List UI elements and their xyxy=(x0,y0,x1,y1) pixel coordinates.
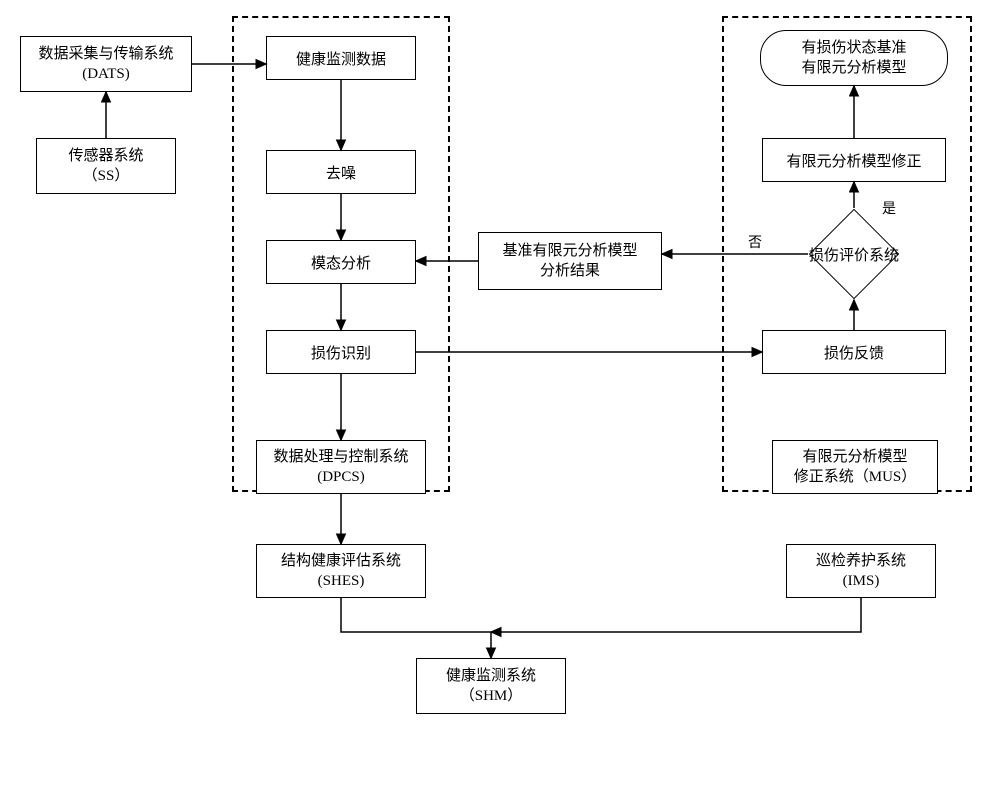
ss-line2: （SS） xyxy=(68,166,143,186)
node-baseline-model: 有损伤状态基准 有限元分析模型 xyxy=(760,30,948,86)
model-fix-text: 有限元分析模型修正 xyxy=(786,150,921,171)
dats-line2: (DATS) xyxy=(38,64,173,84)
modal-text: 模态分析 xyxy=(311,252,371,273)
health-text: 健康监测数据 xyxy=(296,48,386,69)
damage-eval-text: 损伤评价系统 xyxy=(809,244,899,265)
ims-line2: (IMS) xyxy=(816,571,906,591)
baseline-model-line2: 有限元分析模型 xyxy=(801,58,906,78)
mus-line1: 有限元分析模型 xyxy=(794,447,917,467)
damage-id-text: 损伤识别 xyxy=(311,342,371,363)
shes-line2: (SHES) xyxy=(281,571,401,591)
mus-line2: 修正系统（MUS） xyxy=(794,467,917,487)
node-ims: 巡检养护系统 (IMS) xyxy=(786,544,936,598)
ss-line1: 传感器系统 xyxy=(68,146,143,166)
node-ss: 传感器系统 （SS） xyxy=(36,138,176,194)
shes-line1: 结构健康评估系统 xyxy=(281,551,401,571)
node-mus: 有限元分析模型 修正系统（MUS） xyxy=(772,440,938,494)
baseline-result-line1: 基准有限元分析模型 xyxy=(502,241,637,261)
baseline-result-line2: 分析结果 xyxy=(502,261,637,281)
node-model-fix: 有限元分析模型修正 xyxy=(762,138,946,182)
dpcs-line1: 数据处理与控制系统 xyxy=(273,447,408,467)
ims-line1: 巡检养护系统 xyxy=(816,551,906,571)
denoise-text: 去噪 xyxy=(326,162,356,183)
node-dats: 数据采集与传输系统 (DATS) xyxy=(20,36,192,92)
node-baseline-result: 基准有限元分析模型 分析结果 xyxy=(478,232,662,290)
node-shes: 结构健康评估系统 (SHES) xyxy=(256,544,426,598)
damage-fb-text: 损伤反馈 xyxy=(824,342,884,363)
node-damage-fb: 损伤反馈 xyxy=(762,330,946,374)
node-dpcs: 数据处理与控制系统 (DPCS) xyxy=(256,440,426,494)
node-denoise: 去噪 xyxy=(266,150,416,194)
baseline-model-line1: 有损伤状态基准 xyxy=(801,38,906,58)
node-shm: 健康监测系统 （SHM） xyxy=(416,658,566,714)
dats-line1: 数据采集与传输系统 xyxy=(38,44,173,64)
edge-label-no: 否 xyxy=(748,232,762,252)
node-health: 健康监测数据 xyxy=(266,36,416,80)
dpcs-line2: (DPCS) xyxy=(273,467,408,487)
edge-label-yes: 是 xyxy=(882,198,896,218)
node-modal: 模态分析 xyxy=(266,240,416,284)
node-damage-eval: 损伤评价系统 xyxy=(798,245,910,263)
shm-line2: （SHM） xyxy=(446,686,536,706)
shm-line1: 健康监测系统 xyxy=(446,666,536,686)
node-damage-id: 损伤识别 xyxy=(266,330,416,374)
